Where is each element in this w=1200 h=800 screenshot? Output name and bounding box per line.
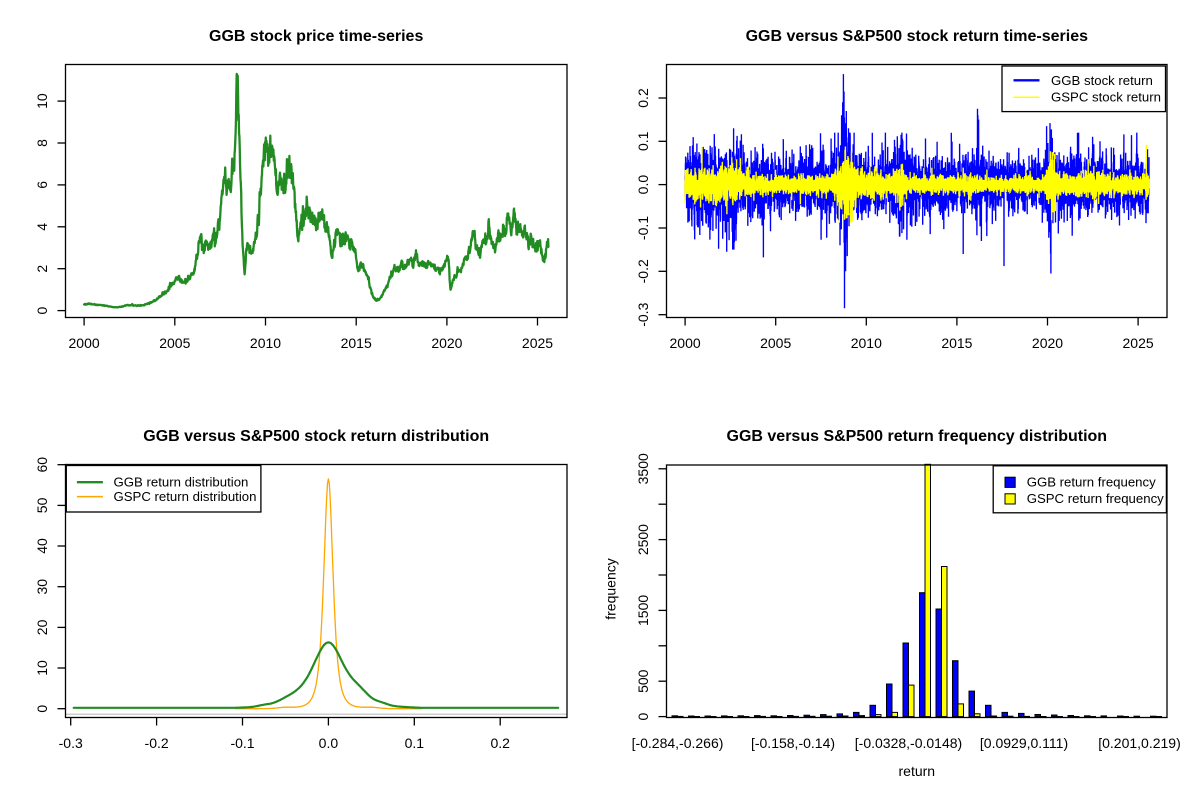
svg-text:0: 0 — [34, 306, 50, 314]
svg-text:2010: 2010 — [851, 335, 882, 351]
svg-text:GGB return distribution: GGB return distribution — [114, 475, 249, 490]
svg-text:50: 50 — [34, 497, 50, 513]
svg-text:GGB versus S&P500 return frequ: GGB versus S&P500 return frequency distr… — [727, 428, 1108, 445]
svg-text:2010: 2010 — [250, 335, 281, 351]
svg-text:60: 60 — [34, 457, 50, 473]
svg-text:0.0: 0.0 — [635, 175, 651, 195]
svg-text:2005: 2005 — [760, 335, 791, 351]
svg-text:GGB versus S&P500 stock return: GGB versus S&P500 stock return distribut… — [143, 428, 489, 445]
svg-text:GSPC return distribution: GSPC return distribution — [114, 489, 257, 504]
svg-text:0.2: 0.2 — [635, 88, 651, 108]
svg-text:return: return — [899, 763, 936, 779]
svg-text:GGB versus S&P500 stock return: GGB versus S&P500 stock return time-seri… — [746, 28, 1088, 45]
svg-text:0.1: 0.1 — [405, 735, 425, 751]
svg-text:2025: 2025 — [1123, 335, 1154, 351]
svg-text:2015: 2015 — [341, 335, 372, 351]
svg-text:0: 0 — [34, 705, 50, 713]
svg-text:2000: 2000 — [69, 335, 100, 351]
svg-text:8: 8 — [34, 139, 50, 147]
svg-text:GSPC return frequency: GSPC return frequency — [1027, 491, 1164, 506]
svg-text:0.1: 0.1 — [635, 131, 651, 151]
svg-text:GGB stock return: GGB stock return — [1051, 73, 1153, 88]
svg-text:GSPC stock return: GSPC stock return — [1051, 90, 1161, 105]
svg-text:GGB stock price time-series: GGB stock price time-series — [209, 28, 423, 45]
svg-text:2000: 2000 — [670, 335, 701, 351]
svg-text:10: 10 — [34, 660, 50, 676]
svg-text:40: 40 — [34, 538, 50, 554]
svg-text:10: 10 — [34, 93, 50, 109]
svg-text:[-0.284,-0.266): [-0.284,-0.266) — [632, 735, 724, 751]
svg-text:6: 6 — [34, 181, 50, 189]
svg-text:[-0.158,-0.14): [-0.158,-0.14) — [751, 735, 835, 751]
svg-text:-0.3: -0.3 — [59, 735, 83, 751]
svg-text:2020: 2020 — [1032, 335, 1063, 351]
svg-text:4: 4 — [34, 223, 50, 231]
svg-text:2: 2 — [34, 265, 50, 273]
svg-text:0.2: 0.2 — [490, 735, 510, 751]
svg-text:0.0: 0.0 — [319, 735, 339, 751]
svg-text:30: 30 — [34, 579, 50, 595]
svg-text:-0.2: -0.2 — [635, 259, 651, 283]
svg-text:[0.201,0.219): [0.201,0.219) — [1098, 735, 1181, 751]
svg-text:-0.1: -0.1 — [635, 216, 651, 240]
svg-text:-0.2: -0.2 — [145, 735, 169, 751]
svg-text:[-0.0328,-0.0148): [-0.0328,-0.0148) — [855, 735, 962, 751]
svg-text:2020: 2020 — [431, 335, 462, 351]
svg-text:-0.3: -0.3 — [635, 302, 651, 326]
svg-text:2500: 2500 — [635, 524, 651, 555]
svg-text:GGB return frequency: GGB return frequency — [1027, 474, 1156, 489]
svg-text:1500: 1500 — [635, 595, 651, 626]
svg-text:500: 500 — [635, 669, 651, 693]
svg-text:2025: 2025 — [522, 335, 553, 351]
svg-text:20: 20 — [34, 619, 50, 635]
svg-text:2005: 2005 — [159, 335, 190, 351]
svg-text:frequency: frequency — [603, 558, 619, 619]
svg-text:2015: 2015 — [941, 335, 972, 351]
svg-text:[0.0929,0.111): [0.0929,0.111) — [980, 735, 1068, 751]
svg-text:3500: 3500 — [635, 453, 651, 484]
svg-text:-0.1: -0.1 — [230, 735, 254, 751]
svg-text:0: 0 — [635, 712, 651, 720]
